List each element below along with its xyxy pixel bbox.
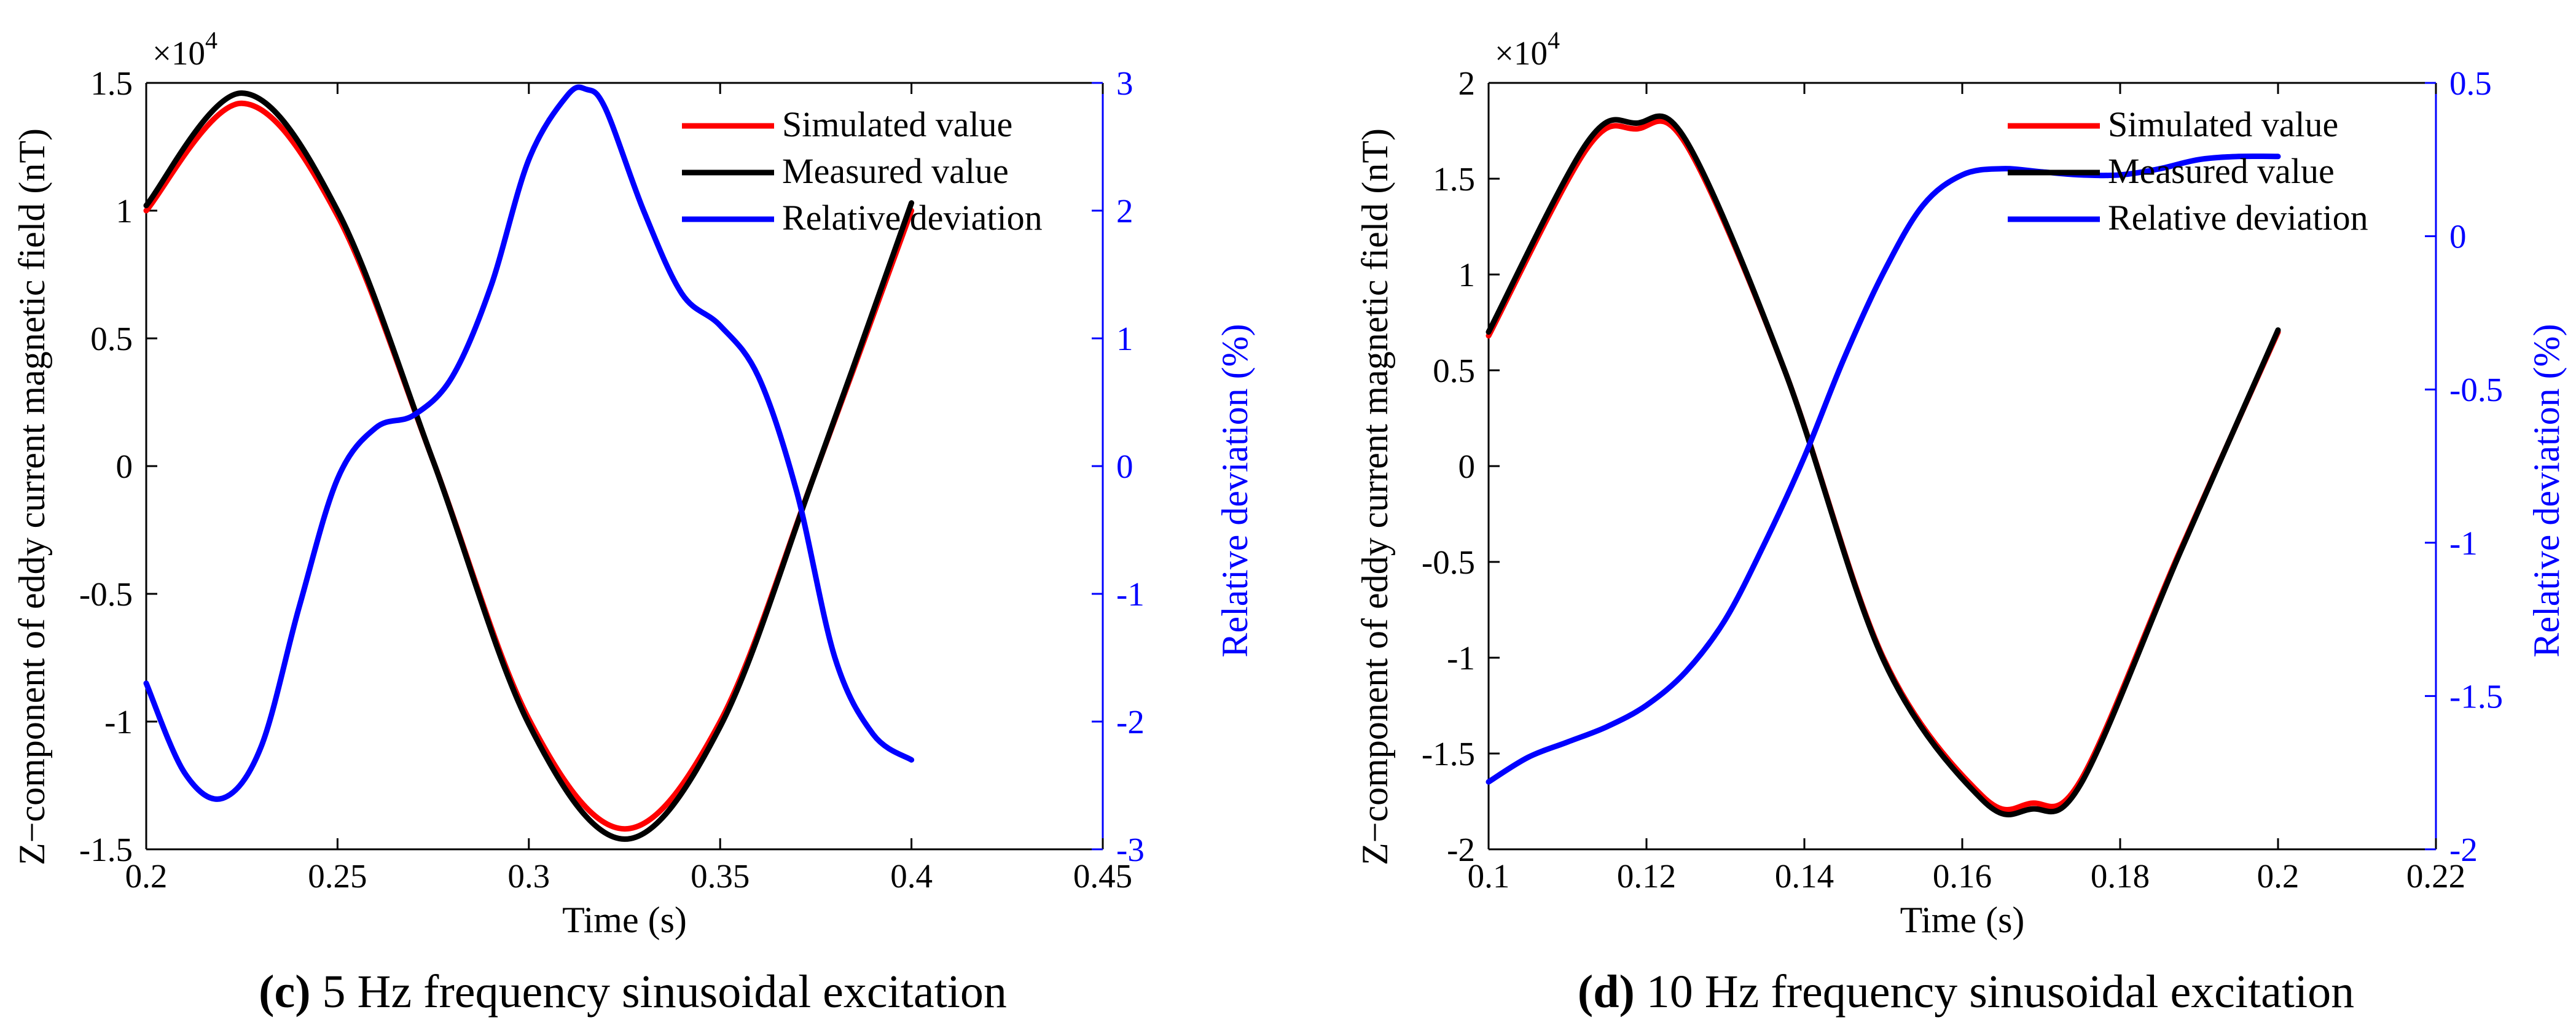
y-exponent-base: ×10 — [152, 34, 205, 72]
y-right-tick-label: -1 — [2449, 524, 2478, 562]
legend-label: Measured value — [2108, 151, 2335, 191]
chart-panel-d: 0.1 0.12 0.14 0.16 0.18 0.2 0.22-2-1.5-1-0.500… — [1355, 26, 2567, 1018]
x-tick-label: 0.14 — [1775, 857, 1834, 895]
y-left-tick-label: 2 — [1458, 64, 1476, 102]
x-tick-label: 0.25 — [308, 857, 367, 895]
x-tick-label: 0.4 — [890, 857, 933, 895]
y-right-axis-label: Relative deviation (%) — [2526, 324, 2567, 657]
y-right-tick-label: 0 — [1116, 448, 1133, 485]
x-tick-label: 0.2 — [125, 857, 168, 895]
x-tick-label: 0.18 — [2091, 857, 2150, 895]
y-left-axis-label: Z−component of eddy current magnetic fie… — [1355, 128, 1395, 865]
x-axis-label: Time (s) — [1900, 900, 2025, 940]
panel-caption: (d) 10 Hz frequency sinusoidal excitatio… — [1578, 966, 2354, 1018]
y-right-tick-label: 3 — [1116, 64, 1133, 102]
y-right-tick-label: -0.5 — [2449, 371, 2503, 408]
y-left-tick-label: 1 — [116, 192, 133, 230]
legend-label: Measured value — [782, 151, 1009, 191]
y-left-tick-label: -0.5 — [1422, 543, 1475, 581]
panel-caption-text: 5 Hz frequency sinusoidal excitation — [311, 966, 1007, 1018]
y-exponent-power: 4 — [205, 26, 217, 54]
chart-panel-c: 0.2 0.25 0.3 0.35 0.4 0.45 -1.5 -1 -0.5 0 0.5 1 1.5 -… — [12, 26, 1255, 1018]
y-right-tick-label: -3 — [1116, 831, 1145, 868]
y-exponent-power: 4 — [1548, 26, 1560, 54]
y-right-tick-label: -1.5 — [2449, 677, 2503, 715]
x-tick-label: 0.1 — [1468, 857, 1510, 895]
y-left-tick-label: 1.5 — [90, 64, 133, 102]
y-left-tick-label: -1.5 — [79, 831, 133, 868]
legend-label: Simulated value — [2108, 104, 2338, 144]
y-left-tick-label: 0.5 — [1433, 352, 1475, 389]
y-right-axis-label: Relative deviation (%) — [1215, 324, 1255, 657]
y-right-tick-label: 0 — [2449, 218, 2467, 255]
y-left-tick-label: 0 — [1458, 448, 1476, 485]
legend-label: Relative deviation — [782, 198, 1043, 238]
panel-caption-text: 10 Hz frequency sinusoidal excitation — [1635, 966, 2354, 1018]
x-tick-label: 0.45 — [1073, 857, 1132, 895]
x-tick-label: 0.2 — [2257, 857, 2300, 895]
y-right-tick-label: 0.5 — [2449, 64, 2492, 102]
panel-caption: (c) 5 Hz frequency sinusoidal excitation — [259, 966, 1007, 1018]
y-right-tick-label: -2 — [1116, 703, 1145, 741]
y-right-tick-label: 1 — [1116, 320, 1133, 357]
y-left-tick-label: -1.5 — [1422, 735, 1475, 773]
y-left-tick-label: -1 — [1447, 639, 1475, 677]
x-tick-label: 0.35 — [691, 857, 750, 895]
y-right-tick-label: -1 — [1116, 575, 1145, 613]
panel-caption-letter: (d) — [1578, 966, 1635, 1018]
y-left-tick-label: -0.5 — [79, 575, 133, 613]
series-deviation-line — [143, 84, 915, 802]
panel-caption-letter: (c) — [259, 966, 310, 1018]
legend-label: Relative deviation — [2108, 198, 2368, 238]
y-exponent-label: ×104 — [1495, 26, 1560, 72]
y-right-tick-label: -2 — [2449, 831, 2478, 868]
x-axis-label: Time (s) — [562, 900, 687, 940]
y-left-tick-label: 1 — [1458, 256, 1476, 294]
x-tick-label: 0.12 — [1617, 857, 1676, 895]
series-deviation-line — [1486, 153, 2281, 785]
legend: Simulated value Measured value Relative de… — [682, 104, 1043, 238]
x-tick-label: 0.3 — [507, 857, 550, 895]
y-left-tick-label: 0 — [116, 448, 133, 485]
legend-label: Simulated value — [782, 104, 1012, 144]
x-tick-label: 0.22 — [2406, 857, 2465, 895]
y-left-tick-label: 0.5 — [90, 320, 133, 357]
legend: Simulated value Measured value Relative de… — [2008, 104, 2368, 238]
y-right-tick-label: 2 — [1116, 192, 1133, 230]
y-left-tick-label: -2 — [1447, 831, 1475, 868]
series-measured-line — [1486, 113, 2281, 817]
y-left-tick-label: 1.5 — [1433, 160, 1475, 198]
x-tick-label: 0.16 — [1933, 857, 1992, 895]
y-exponent-label: ×104 — [152, 26, 217, 72]
y-exponent-base: ×10 — [1495, 34, 1548, 72]
y-left-axis-label: Z−component of eddy current magnetic fie… — [12, 128, 52, 865]
y-left-tick-label: -1 — [104, 703, 133, 741]
